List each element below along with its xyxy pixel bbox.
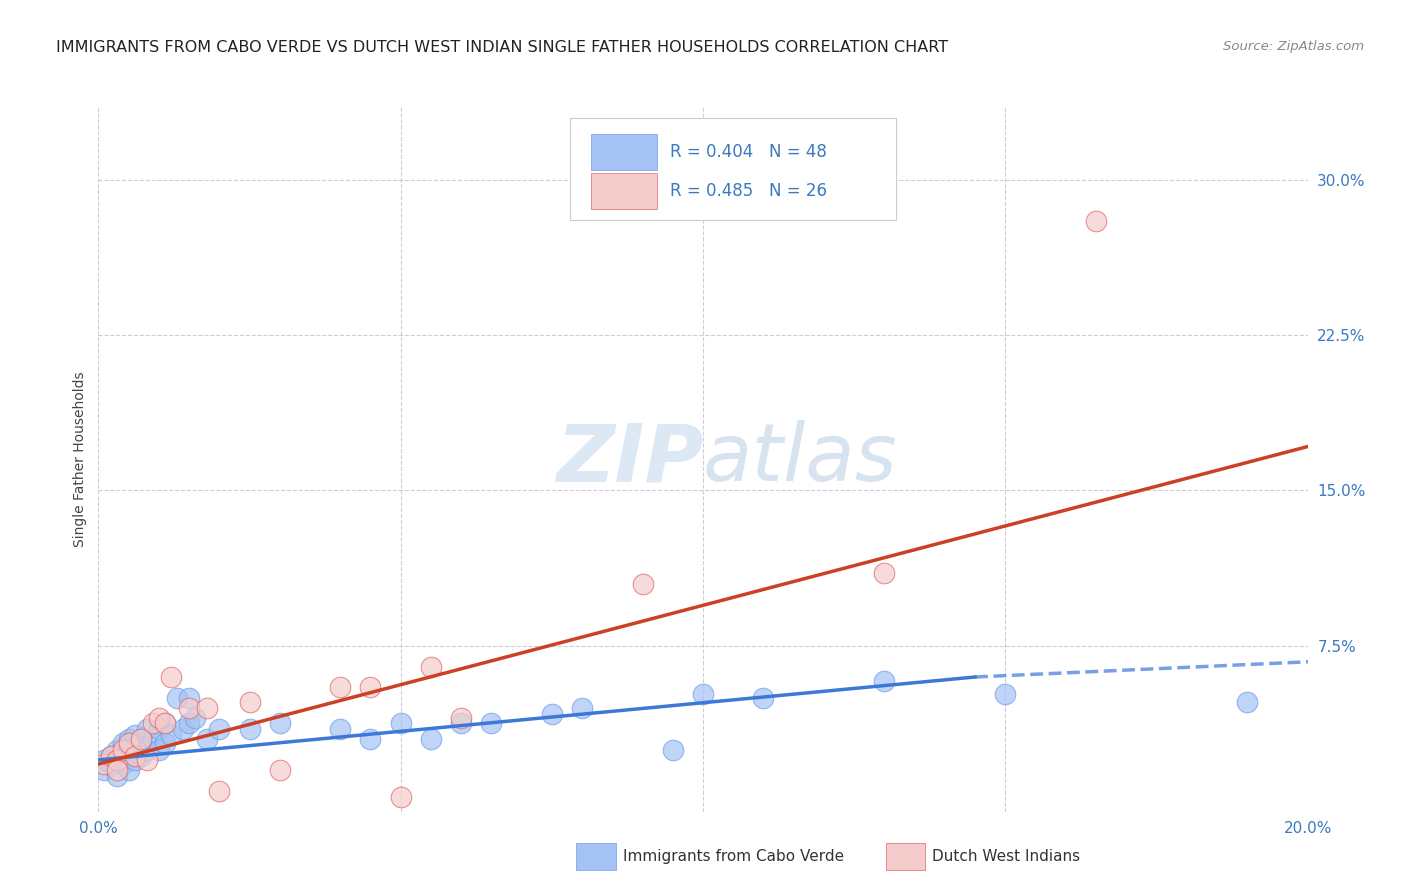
Point [360, 681, 382, 695]
Point [100, 757, 122, 772]
Point [166, 690, 188, 705]
Point [239, 722, 262, 736]
Point [111, 742, 134, 756]
Point [124, 748, 146, 763]
Point [208, 784, 231, 798]
Point [105, 769, 128, 784]
Point [160, 728, 183, 742]
Point [481, 715, 503, 730]
Point [142, 715, 165, 730]
Point [873, 566, 896, 581]
Point [184, 711, 207, 725]
Point [662, 742, 685, 756]
Text: IMMIGRANTS FROM CABO VERDE VS DUTCH WEST INDIAN SINGLE FATHER HOUSEHOLDS CORRELA: IMMIGRANTS FROM CABO VERDE VS DUTCH WEST… [56, 40, 949, 55]
Point [100, 748, 122, 763]
Point [179, 690, 201, 705]
Point [269, 764, 291, 778]
Point [118, 742, 141, 756]
Point [329, 681, 352, 695]
Point [692, 687, 714, 701]
Point [93, 757, 115, 772]
Point [118, 736, 141, 750]
Point [111, 736, 134, 750]
Point [153, 715, 176, 730]
Point [124, 728, 146, 742]
Point [752, 690, 775, 705]
Point [135, 742, 157, 756]
Point [118, 732, 141, 747]
Point [208, 722, 231, 736]
Point [420, 659, 443, 673]
Point [142, 732, 165, 747]
Point [105, 753, 128, 767]
Point [148, 711, 170, 725]
Point [111, 748, 134, 763]
Point [239, 695, 262, 709]
Point [389, 715, 412, 730]
Point [1085, 214, 1108, 228]
Point [360, 732, 382, 747]
FancyBboxPatch shape [591, 134, 657, 170]
Point [420, 732, 443, 747]
Point [450, 711, 472, 725]
Text: Source: ZipAtlas.com: Source: ZipAtlas.com [1223, 40, 1364, 54]
FancyBboxPatch shape [591, 172, 657, 210]
Point [118, 764, 141, 778]
Point [1236, 695, 1258, 709]
Point [329, 722, 352, 736]
Text: atlas: atlas [703, 420, 898, 499]
Point [269, 715, 291, 730]
Point [129, 732, 152, 747]
Point [100, 748, 122, 763]
Point [160, 670, 183, 684]
Point [873, 674, 896, 689]
Point [179, 701, 201, 715]
Point [153, 736, 176, 750]
Y-axis label: Single Father Households: Single Father Households [73, 372, 87, 547]
Point [148, 722, 170, 736]
Point [129, 736, 152, 750]
Point [571, 701, 593, 715]
Point [179, 715, 201, 730]
Text: R = 0.485   N = 26: R = 0.485 N = 26 [671, 182, 827, 200]
Point [148, 742, 170, 756]
Point [124, 753, 146, 767]
Point [994, 687, 1017, 701]
Text: Dutch West Indians: Dutch West Indians [932, 849, 1080, 863]
Point [129, 748, 152, 763]
Point [153, 715, 176, 730]
Point [450, 715, 472, 730]
Point [135, 753, 157, 767]
Text: R = 0.404   N = 48: R = 0.404 N = 48 [671, 143, 827, 161]
FancyBboxPatch shape [569, 118, 897, 219]
Point [111, 757, 134, 772]
Point [389, 790, 412, 805]
Point [105, 742, 128, 756]
Text: Immigrants from Cabo Verde: Immigrants from Cabo Verde [623, 849, 844, 863]
Point [135, 722, 157, 736]
Point [93, 764, 115, 778]
Point [540, 707, 562, 722]
Point [105, 764, 128, 778]
Text: ZIP: ZIP [555, 420, 703, 499]
Point [195, 701, 218, 715]
Point [195, 732, 218, 747]
Point [105, 753, 128, 767]
Point [172, 722, 194, 736]
Point [93, 753, 115, 767]
Point [631, 576, 654, 591]
